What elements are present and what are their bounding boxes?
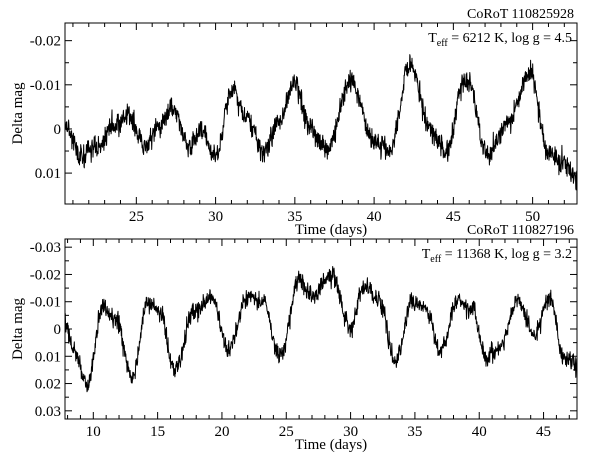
- x-tick-label: 35: [287, 209, 302, 225]
- plot-frame: [64, 22, 578, 205]
- x-tick-label: 40: [367, 209, 382, 225]
- x-tick-label: 45: [446, 209, 461, 225]
- teff-subscript: eff: [437, 38, 449, 49]
- y-tick-label: -0.03: [30, 240, 61, 256]
- y-tick-label: 0.02: [35, 377, 61, 393]
- x-tick-label: 30: [208, 209, 223, 225]
- stellar-params-label: Teff = 11368 K, log g = 3.2: [422, 247, 572, 265]
- teff-symbol: T: [428, 31, 437, 46]
- panel-top: 25 30 35 40 45 50 -0.02 -0.01 0 0.01 Time (days) De…: [10, 7, 578, 238]
- y-tick-label: -0.01: [30, 295, 61, 311]
- params-value: = 6212 K, log g = 4.5: [448, 31, 572, 46]
- teff-subscript: eff: [430, 254, 442, 265]
- x-tick-label: 25: [279, 424, 294, 440]
- x-tick-label: 20: [214, 424, 229, 440]
- x-tick-label: 35: [407, 424, 422, 440]
- y-tick-label: 0.01: [35, 166, 61, 182]
- x-tick-label: 15: [150, 424, 165, 440]
- light-curve-line: [64, 266, 578, 393]
- y-tick-label: -0.02: [30, 34, 61, 50]
- x-tick-label: 10: [86, 424, 101, 440]
- params-value: = 11368 K, log g = 3.2: [441, 247, 572, 262]
- x-axis-label: Time (days): [295, 437, 367, 453]
- x-tick-label: 45: [536, 424, 551, 440]
- y-axis-label: Delta mag: [10, 82, 26, 145]
- teff-symbol: T: [422, 247, 431, 262]
- star-id-label: CoRoT 110827196: [467, 223, 574, 238]
- x-tick-label: 25: [129, 209, 144, 225]
- panel-bottom: 10 15 20 25 30 35 40 45 -0.03 -0.02 -0.01 0 0.01 0.02…: [10, 223, 578, 453]
- y-tick-label: -0.01: [30, 78, 61, 94]
- y-tick-label: -0.02: [30, 267, 61, 283]
- light-curve-line: [64, 54, 578, 191]
- x-tick-label: 30: [343, 424, 358, 440]
- x-axis-label: Time (days): [295, 222, 367, 238]
- y-tick-label: 0: [54, 322, 62, 338]
- star-id-label: CoRoT 110825928: [467, 7, 574, 22]
- y-tick-label: 0: [54, 122, 62, 138]
- stellar-params-label: Teff = 6212 K, log g = 4.5: [428, 31, 572, 49]
- x-tick-label: 40: [472, 424, 487, 440]
- y-tick-label: 0.01: [35, 349, 61, 365]
- y-axis-label: Delta mag: [10, 297, 26, 360]
- x-tick-label: 50: [525, 209, 540, 225]
- y-tick-label: 0.03: [35, 404, 61, 420]
